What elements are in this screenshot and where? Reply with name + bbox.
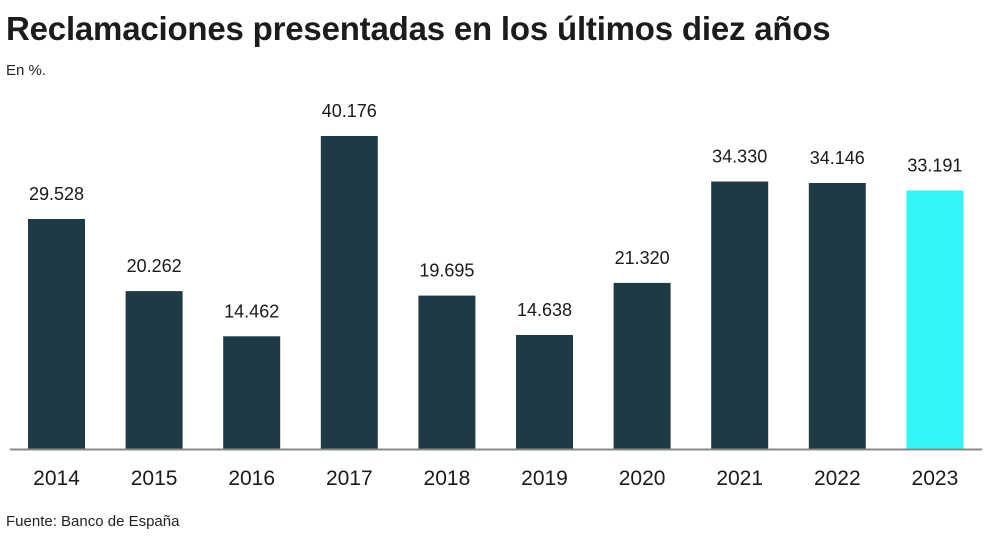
x-tick-labels-group: 2014 2015 2016 2017 2018 2019 2020 2021 2022 2023	[33, 467, 958, 490]
value-label-2016: 14.462	[224, 301, 279, 321]
x-tick-2019: 2019	[521, 467, 568, 490]
value-label-2023: 33.191	[907, 155, 962, 175]
value-label-2015: 20.262	[127, 256, 182, 276]
bar-2017	[320, 136, 378, 449]
value-labels-group: 29.528 20.262 14.462 40.176 19.695 14.638 21.3…	[29, 101, 962, 321]
source-note: Fuente: Banco de España	[6, 513, 180, 530]
value-label-2019: 14.638	[517, 300, 572, 320]
value-label-2014: 29.528	[29, 184, 84, 204]
x-tick-2017: 2017	[326, 467, 373, 490]
bar-2022	[808, 183, 866, 449]
x-tick-2023: 2023	[912, 467, 959, 490]
bar-2018	[418, 295, 476, 449]
bar-2016	[223, 336, 281, 449]
bar-2020	[613, 282, 671, 449]
bar-2019	[516, 335, 573, 449]
bar-2023	[906, 190, 964, 449]
x-tick-2015: 2015	[131, 467, 178, 490]
bar-2015	[125, 291, 183, 449]
x-tick-2021: 2021	[716, 467, 763, 490]
value-label-2017: 40.176	[322, 101, 377, 121]
value-label-2022: 34.146	[810, 148, 865, 168]
value-label-2021: 34.330	[712, 147, 767, 167]
x-tick-2022: 2022	[814, 467, 861, 490]
bar-2014	[28, 219, 85, 449]
x-tick-2016: 2016	[228, 467, 275, 490]
x-tick-2020: 2020	[619, 467, 666, 490]
x-tick-2018: 2018	[424, 467, 471, 490]
bars-group	[28, 136, 964, 449]
bar-2021	[711, 181, 769, 449]
chart-subtitle: En %.	[6, 62, 47, 79]
chart-title: Reclamaciones presentadas en los últimos…	[6, 10, 831, 47]
x-tick-2014: 2014	[33, 467, 80, 490]
value-label-2020: 21.320	[615, 248, 670, 268]
value-label-2018: 19.695	[419, 261, 474, 281]
